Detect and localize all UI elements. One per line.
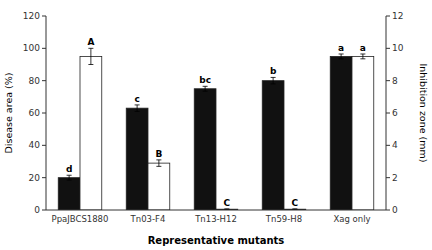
y-tick <box>42 145 46 146</box>
y2-tick-label: 8 <box>392 76 398 86</box>
y2-tick-label: 12 <box>392 11 403 21</box>
y-tick-label: 20 <box>29 173 41 183</box>
y2-tick <box>386 80 390 81</box>
significance-letter: a <box>360 43 366 53</box>
error-cap <box>339 53 344 54</box>
x-axis-title: Representative mutants <box>148 235 285 246</box>
y-tick-label: 60 <box>29 108 41 118</box>
error-bar <box>341 54 342 59</box>
error-cap <box>271 83 276 84</box>
axes: 0 20 40 60 80 100 120 0 2 4 6 8 10 12 PpaJBCS1880 Tn03-… <box>23 11 404 224</box>
bar <box>262 81 284 210</box>
annotations: d c bc b a A B C Ca <box>66 37 366 208</box>
error-bar <box>362 54 363 59</box>
error-cap <box>224 208 229 209</box>
y-axis-title: Disease area (%) <box>3 72 14 153</box>
error-cap <box>135 104 140 105</box>
significance-letter: bc <box>199 75 211 85</box>
y-tick <box>42 177 46 178</box>
error-cap <box>156 159 161 160</box>
error-bar <box>273 77 274 83</box>
significance-letter: C <box>292 198 299 208</box>
y-tick-label: 100 <box>23 43 40 53</box>
significance-letter: a <box>338 43 344 53</box>
significance-letter: B <box>155 149 162 159</box>
error-bar <box>69 175 70 180</box>
y-tick-label: 120 <box>23 11 40 21</box>
y-tick-label: 80 <box>29 76 41 86</box>
x-axis-line <box>46 210 386 211</box>
error-cap <box>135 111 140 112</box>
error-bar <box>205 86 206 91</box>
y-tick-label: 40 <box>29 140 41 150</box>
y-tick-label: 0 <box>34 205 40 215</box>
y-tick <box>42 210 46 211</box>
significance-letter: A <box>87 37 94 47</box>
y2-tick-label: 2 <box>392 173 398 183</box>
error-cap <box>67 175 72 176</box>
bar <box>58 178 80 210</box>
significance-letter: d <box>66 164 72 174</box>
significance-letter: C <box>224 198 231 208</box>
significance-letter: c <box>134 94 139 104</box>
error-bar <box>90 48 91 64</box>
error-cap <box>203 91 208 92</box>
error-cap <box>271 77 276 78</box>
error-bar <box>158 160 159 166</box>
error-cap <box>360 53 365 54</box>
y-tick <box>42 48 46 49</box>
y2-tick <box>386 113 390 114</box>
y2-tick <box>386 177 390 178</box>
bar <box>126 108 148 210</box>
error-cap <box>88 64 93 65</box>
y-tick <box>42 113 46 114</box>
x-tick-label: Tn59-H8 <box>265 214 302 224</box>
y2-tick <box>386 16 390 17</box>
x-tick-label: PpaJBCS1880 <box>52 214 109 224</box>
plot-area <box>58 48 374 210</box>
error-cap <box>203 86 208 87</box>
bar <box>80 56 102 210</box>
error-cap <box>292 208 297 209</box>
chart: d c bc b a A B C Ca 0 20 40 60 80 100 120 0 2 4 6 8 10 12 PpaJB… <box>0 0 432 250</box>
y-tick <box>42 80 46 81</box>
x-tick-label: Xag only <box>333 214 370 224</box>
y2-tick-label: 4 <box>392 140 398 150</box>
error-cap <box>88 48 93 49</box>
bar <box>352 56 374 210</box>
x-tick-label: Tn13-H12 <box>194 214 237 224</box>
bar <box>194 89 216 210</box>
y2-tick-label: 0 <box>392 205 398 215</box>
error-cap <box>156 166 161 167</box>
y2-tick <box>386 210 390 211</box>
error-cap <box>339 58 344 59</box>
x-tick-label: Tn03-F4 <box>130 214 166 224</box>
error-cap <box>360 58 365 59</box>
bar <box>148 163 170 210</box>
y2-tick <box>386 145 390 146</box>
significance-letter: b <box>270 66 277 76</box>
y-tick <box>42 16 46 17</box>
y2-tick-label: 10 <box>392 43 404 53</box>
y2-axis-title: Inhibition zone (mm) <box>418 64 429 163</box>
bar <box>330 56 352 210</box>
y2-tick-label: 6 <box>392 108 398 118</box>
y2-tick <box>386 48 390 49</box>
error-cap <box>67 180 72 181</box>
error-bar <box>137 105 138 111</box>
